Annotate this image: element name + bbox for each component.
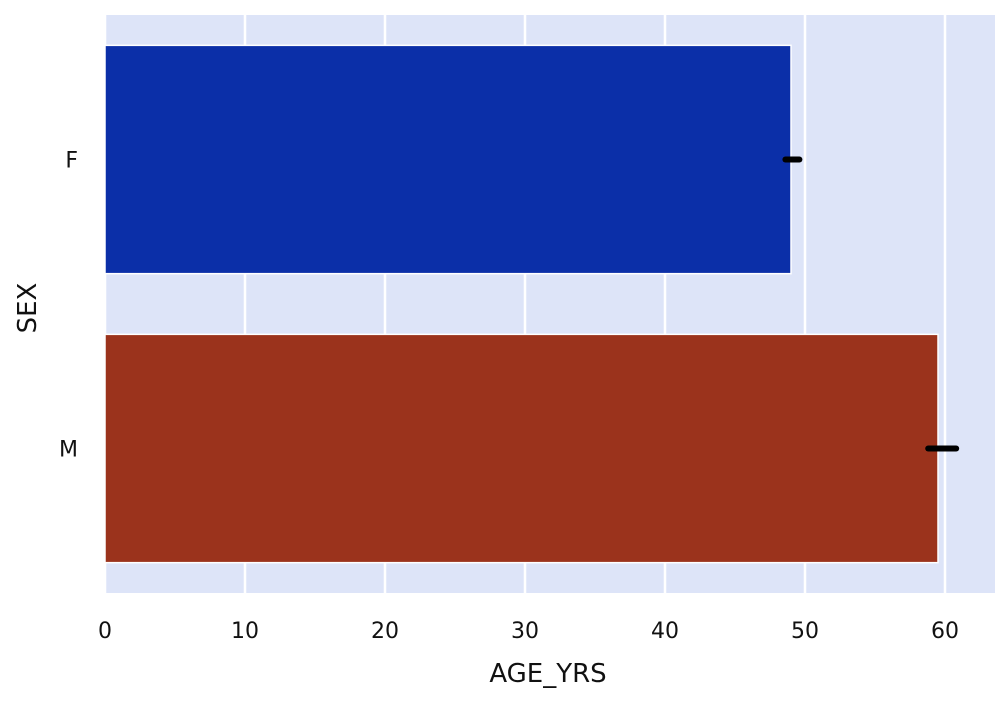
x-tick-label-60: 60 (931, 619, 959, 644)
bars (104, 44, 939, 564)
x-tick-label-0: 0 (98, 619, 112, 644)
x-tick-labels: 0 10 20 30 40 50 60 (98, 619, 959, 644)
x-tick-label-10: 10 (231, 619, 259, 644)
y-tick-label-f: F (65, 149, 78, 174)
x-tick-label-30: 30 (511, 619, 539, 644)
x-axis-label: AGE_YRS (489, 659, 606, 689)
bar-f (104, 44, 792, 275)
x-tick-label-50: 50 (791, 619, 819, 644)
y-tick-labels: FM (59, 149, 78, 463)
y-tick-label-m: M (59, 438, 78, 463)
y-axis-label: SEX (13, 283, 43, 334)
error-bars (782, 156, 960, 452)
x-tick-label-20: 20 (371, 619, 399, 644)
bar-m (104, 333, 939, 564)
x-tick-label-40: 40 (651, 619, 679, 644)
